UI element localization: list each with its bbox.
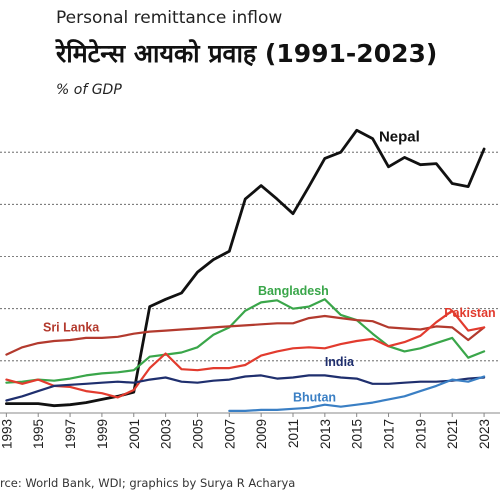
series-line-india — [5, 374, 486, 402]
x-tick-label-2009: 2009 — [254, 419, 269, 449]
series-line-pakistan — [5, 309, 486, 399]
series-lines — [5, 128, 486, 412]
x-tick-label-1999: 1999 — [95, 419, 110, 449]
series-line-sri-lanka — [5, 314, 486, 356]
chart-title: रेमिटेन्स आयको प्रवाह (1991-2023) — [56, 39, 438, 68]
x-tick-label-2013: 2013 — [318, 419, 333, 449]
series-line-bangladesh — [5, 298, 486, 384]
x-tick-label-1993: 1993 — [0, 419, 14, 449]
x-axis-ticks: 1993 1995 1997 1999 2001 2003 2005 2007 2009 2011… — [0, 413, 492, 449]
x-tick-label-2019: 2019 — [413, 419, 428, 449]
series-label-nepal: Nepal — [379, 129, 420, 146]
x-tick-label-2021: 2021 — [445, 419, 460, 449]
series-line-nepal — [5, 128, 486, 408]
x-tick-label-2007: 2007 — [222, 419, 237, 449]
series-labels: Nepal Bangladesh Sri Lanka Pakistan India Bhu… — [43, 129, 496, 405]
x-tick-label-2015: 2015 — [350, 419, 365, 449]
series-label-bangladesh: Bangladesh — [258, 284, 329, 298]
series-label-india: India — [325, 355, 355, 369]
x-tick-label-1995: 1995 — [31, 419, 46, 449]
x-tick-label-2001: 2001 — [127, 419, 142, 449]
chart-subtitle: Personal remittance inflow — [56, 8, 283, 28]
x-tick-label-2023: 2023 — [477, 419, 492, 449]
x-tick-label-2005: 2005 — [190, 419, 205, 449]
gridlines — [0, 151, 500, 414]
series-label-sri-lanka: Sri Lanka — [43, 321, 100, 335]
series-label-pakistan: Pakistan — [444, 306, 495, 320]
y-axis-unit-label: % of GDP — [56, 82, 122, 98]
x-tick-label-2017: 2017 — [382, 419, 397, 449]
x-tick-label-2003: 2003 — [159, 419, 174, 449]
x-tick-label-2011: 2011 — [286, 419, 301, 448]
source-note: rce: World Bank, WDI; graphics by Surya … — [0, 476, 296, 490]
series-line-bhutan — [228, 375, 486, 412]
series-label-bhutan: Bhutan — [293, 391, 336, 405]
x-tick-label-1997: 1997 — [63, 419, 78, 449]
